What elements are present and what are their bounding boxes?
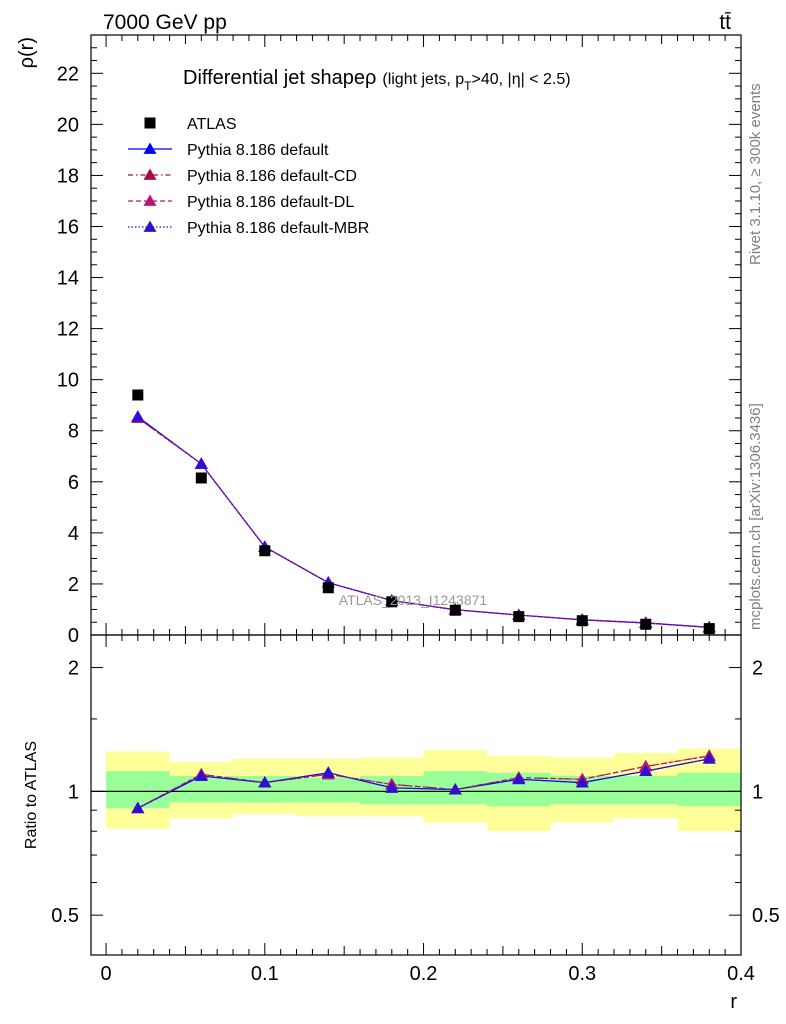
- header-energy-label: 7000 GeV pp: [103, 11, 227, 34]
- x-tick-label: 0: [101, 963, 112, 985]
- legend: ATLAS Pythia 8.186 default Pythia 8.186 de…: [128, 116, 369, 237]
- plot-title-subtitle-T: T: [464, 79, 472, 93]
- legend-label-0: Pythia 8.186 default: [187, 142, 329, 159]
- y-tick-label: 14: [57, 268, 79, 290]
- y-tick-label: 6: [68, 472, 79, 494]
- x-axis-label: r: [730, 991, 737, 1013]
- atlas-data-point: [132, 389, 144, 401]
- ratio-plot-frame: [90, 634, 742, 956]
- y-tick-label: 8: [68, 421, 79, 443]
- ratio-y-tick-label-right: 0.5: [752, 905, 780, 927]
- legend-label-atlas: ATLAS: [187, 116, 237, 133]
- plot-title-main: Differential jet shape: [183, 67, 365, 89]
- ratio-y-tick-label-left: 0.5: [51, 905, 79, 927]
- plot-title: Differential jet shapeρ (light jets, pT>4…: [183, 67, 571, 93]
- y-tick-label: 20: [57, 114, 79, 136]
- rivet-version-label: Rivet 3.1.10, ≥ 300k events: [747, 83, 764, 265]
- analysis-watermark: ATLAS_2013_I1243871: [339, 592, 488, 608]
- y-axis-label: ρ(r): [16, 37, 38, 68]
- ratio-point-3: [512, 772, 526, 785]
- main-plot-panel: 0 2 4 6 8 10 12 14 16 18 20 22 Differential jet sha…: [16, 34, 742, 647]
- atlas-data-point: [703, 623, 715, 635]
- uncertainty-band-inner: [677, 772, 741, 807]
- y-tick-label: 16: [57, 216, 79, 238]
- x-tick-label: 0.1: [251, 963, 279, 985]
- atlas-data-point: [449, 604, 461, 616]
- x-tick-label: 0.2: [410, 963, 438, 985]
- ratio-point-3: [385, 781, 399, 793]
- ratio-point-3: [639, 764, 653, 776]
- ratio-point-3: [194, 769, 208, 781]
- ratio-y-tick-label-left: 2: [68, 658, 79, 680]
- y-tick-label: 0: [68, 625, 79, 647]
- y-tick-label: 12: [57, 319, 79, 341]
- legend-marker-3: [143, 220, 157, 232]
- ratio-line-0: [137, 758, 710, 809]
- series-point-3: [194, 457, 208, 469]
- ratio-point-3: [702, 752, 716, 764]
- ratio-point-3: [448, 783, 462, 795]
- atlas-data-point: [576, 615, 588, 627]
- x-tick-label: 0.4: [727, 963, 755, 985]
- mcplots-label: mcplots.cern.ch [arXiv:1306.3436]: [747, 403, 764, 630]
- legend-marker-2: [143, 194, 157, 206]
- y-tick-label: 2: [68, 574, 79, 596]
- series-point-3: [131, 410, 145, 422]
- ratio-point-3: [321, 766, 335, 778]
- uncertainty-band-inner: [296, 777, 361, 803]
- legend-marker-0: [143, 142, 157, 154]
- legend-label-1: Pythia 8.186 default-CD: [187, 168, 357, 185]
- plot-title-symbol: ρ: [365, 67, 376, 89]
- atlas-data-point: [322, 582, 334, 594]
- atlas-data-point: [513, 611, 525, 623]
- atlas-data-point: [386, 596, 398, 608]
- ratio-point-3: [258, 776, 272, 788]
- plot-title-subtitle-b: >40, |η| < 2.5): [472, 71, 571, 88]
- legend-label-3: Pythia 8.186 default-MBR: [187, 220, 369, 237]
- plot-title-subtitle-a: (light jets, p: [382, 71, 464, 88]
- ratio-y-tick-label-right: 1: [752, 781, 763, 803]
- series-line-3: [137, 416, 710, 628]
- legend-marker-1: [143, 168, 157, 180]
- ratio-y-tick-label-right: 2: [752, 658, 763, 680]
- ratio-y-tick-label-left: 1: [68, 781, 79, 803]
- ratio-point-3: [131, 801, 145, 814]
- legend-marker-atlas: [144, 117, 156, 129]
- y-tick-label: 22: [57, 63, 79, 85]
- ratio-line-2: [137, 755, 710, 809]
- legend-label-2: Pythia 8.186 default-DL: [187, 194, 354, 211]
- ratio-y-axis-label: Ratio to ATLAS: [23, 741, 40, 849]
- uncertainty-band-inner: [614, 775, 678, 805]
- atlas-data-point: [640, 618, 652, 630]
- ratio-plot-panel: 0.5 0.5 1 1 2 2 0 0.1 0.2 0.3 0.4 Ratio to ATLAS r: [23, 634, 780, 1013]
- atlas-data-point: [195, 472, 207, 484]
- y-tick-label: 18: [57, 165, 79, 187]
- y-tick-label: 4: [68, 523, 79, 545]
- x-tick-label: 0.3: [568, 963, 596, 985]
- header-process-label: tt̄: [719, 11, 731, 34]
- ratio-point-3: [575, 776, 589, 788]
- y-tick-label: 10: [57, 370, 79, 392]
- atlas-data-point: [259, 545, 271, 557]
